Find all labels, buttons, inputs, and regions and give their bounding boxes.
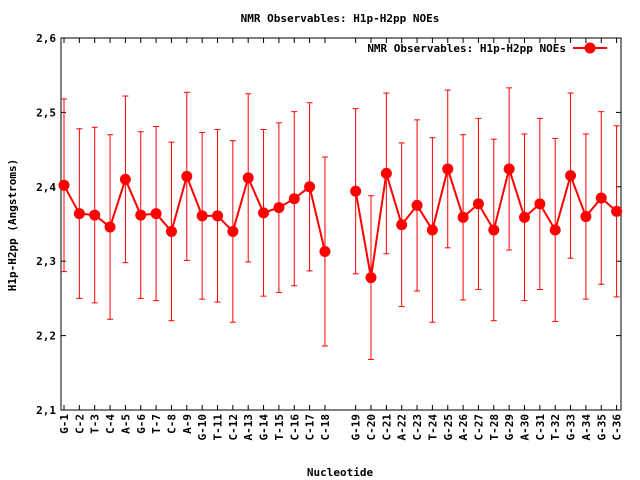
legend-label: NMR Observables: H1p-H2pp NOEs: [367, 42, 566, 55]
data-point: [258, 207, 270, 219]
data-point: [227, 225, 239, 237]
x-tick-label: A-13: [242, 414, 255, 441]
x-tick-label: C-16: [288, 414, 301, 441]
data-point: [196, 210, 208, 222]
data-point: [242, 172, 254, 184]
y-tick-label: 2,1: [36, 404, 56, 417]
data-point: [304, 181, 316, 193]
y-axis-label: H1p-H2pp (Angstroms): [6, 159, 19, 291]
series-line-segment: [354, 165, 618, 278]
x-tick-label: C-18: [319, 414, 332, 441]
data-point: [135, 209, 147, 221]
plot-frame: [60, 37, 622, 411]
x-tick-label: G-29: [503, 414, 516, 441]
x-tick-label: G-10: [196, 414, 209, 441]
y-tick-label: 2,3: [36, 255, 56, 268]
x-tick-label: T-3: [89, 414, 102, 434]
x-tick-label: G-1: [58, 414, 71, 434]
data-point: [503, 163, 515, 175]
x-tick-label: C-8: [165, 414, 178, 434]
y-tick-label: 2,5: [36, 106, 56, 119]
y-tick-label: 2,6: [36, 32, 56, 45]
legend: NMR Observables: H1p-H2pp NOEs: [367, 42, 607, 55]
data-point: [442, 163, 454, 175]
series-lines: [63, 165, 618, 278]
legend-marker: [584, 42, 596, 54]
x-tick-label: T-11: [212, 414, 225, 441]
data-point: [565, 170, 577, 182]
x-tick-label: G-6: [135, 414, 148, 434]
x-tick-label: C-36: [611, 414, 624, 441]
x-tick-label: T-15: [273, 414, 286, 441]
data-point: [212, 210, 223, 222]
x-tick-label: A-5: [119, 414, 132, 434]
x-tick-label: C-21: [380, 414, 393, 441]
x-tick-label: T-32: [549, 414, 562, 441]
data-point: [350, 185, 362, 197]
data-point: [426, 224, 438, 236]
x-tick-label: G-35: [595, 414, 608, 441]
data-point: [288, 193, 300, 205]
x-axis: G-1 C-2 T-3 C-4 A-5 G-6 T-7 C-8 A-9 G-10 T-11 C-12 A…: [58, 38, 624, 441]
x-tick-label: A-30: [519, 414, 532, 441]
data-point: [104, 221, 116, 233]
x-tick-label: C-27: [472, 414, 485, 441]
x-tick-label: C-17: [304, 414, 317, 441]
data-point: [365, 272, 377, 284]
y-tick-label: 2,4: [36, 181, 56, 194]
data-point: [472, 198, 484, 210]
x-tick-label: T-7: [150, 414, 163, 434]
x-tick-label: G-25: [442, 414, 455, 441]
x-tick-label: G-19: [350, 414, 363, 441]
data-point: [380, 167, 392, 179]
data-point: [595, 192, 607, 204]
y-axis: 2,1 2,2 2,3 2,4 2,5 2,6: [36, 32, 621, 417]
error-bars: [61, 87, 620, 360]
x-tick-label: G-33: [565, 414, 578, 441]
y-tick-label: 2,2: [36, 330, 56, 343]
data-point: [488, 224, 500, 236]
x-tick-label: C-31: [534, 414, 547, 441]
data-point: [411, 199, 423, 211]
data-point: [457, 211, 469, 223]
series-points: [58, 163, 623, 284]
x-axis-label: Nucleotide: [307, 466, 374, 479]
data-point: [73, 208, 85, 220]
x-tick-label: A-34: [580, 414, 593, 441]
data-point: [519, 211, 530, 223]
x-tick-label: C-12: [227, 414, 240, 441]
x-tick-label: C-20: [365, 414, 378, 441]
data-point: [58, 179, 70, 191]
data-point: [319, 246, 331, 258]
data-point: [165, 225, 177, 237]
data-point: [549, 224, 561, 236]
data-point: [89, 209, 101, 221]
x-tick-label: C-4: [104, 414, 117, 434]
series-line-segment: [63, 173, 326, 252]
x-tick-label: T-24: [426, 414, 439, 441]
data-point: [396, 219, 408, 231]
data-point: [150, 208, 162, 220]
data-point: [181, 170, 193, 182]
data-point: [611, 205, 623, 217]
chart-title: NMR Observables: H1p-H2pp NOEs: [241, 12, 440, 25]
x-tick-label: G-14: [258, 414, 271, 441]
data-point: [273, 202, 285, 214]
data-point: [119, 173, 131, 185]
x-tick-label: T-28: [488, 414, 501, 441]
x-tick-label: A-26: [457, 414, 470, 441]
x-tick-label: C-2: [73, 414, 86, 434]
x-tick-label: C-23: [411, 414, 424, 441]
x-tick-label: A-9: [181, 414, 194, 434]
data-point: [580, 211, 592, 223]
data-point: [534, 198, 546, 210]
x-tick-label: A-22: [396, 414, 409, 441]
